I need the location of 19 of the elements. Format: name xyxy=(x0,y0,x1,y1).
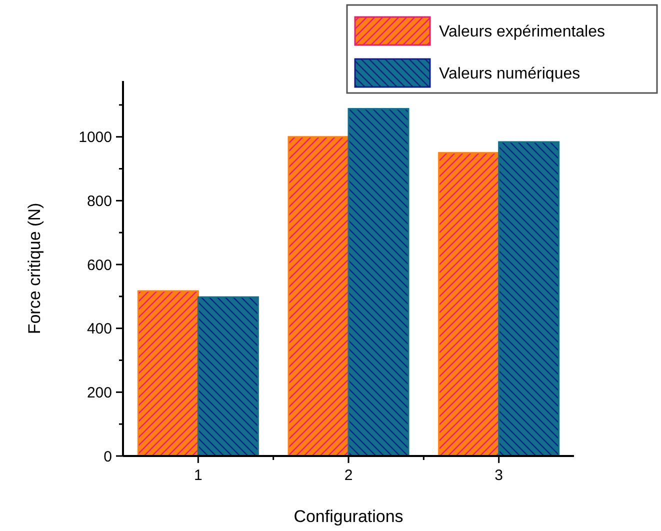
x-tick-label: 1 xyxy=(194,467,202,484)
y-tick-label: 200 xyxy=(86,384,112,402)
bar xyxy=(438,152,500,457)
bar xyxy=(197,296,259,457)
legend-label: Valeurs numériques xyxy=(439,66,580,83)
y-tick-label: 400 xyxy=(86,320,112,338)
x-tick-label: 2 xyxy=(344,467,353,484)
bar xyxy=(498,141,560,457)
y-tick-label: 800 xyxy=(86,192,112,210)
legend-label: Valeurs expérimentales xyxy=(439,24,606,41)
y-axis-title: Force critique (N) xyxy=(25,202,44,334)
bar xyxy=(348,108,410,457)
y-tick-label: 600 xyxy=(86,256,112,274)
bar xyxy=(137,290,199,457)
y-tick-label: 0 xyxy=(104,448,112,466)
x-tick-label: 3 xyxy=(494,467,504,484)
y-tick-label: 1000 xyxy=(78,129,112,146)
x-axis-title: Configurations xyxy=(294,507,404,526)
bar xyxy=(288,136,350,457)
